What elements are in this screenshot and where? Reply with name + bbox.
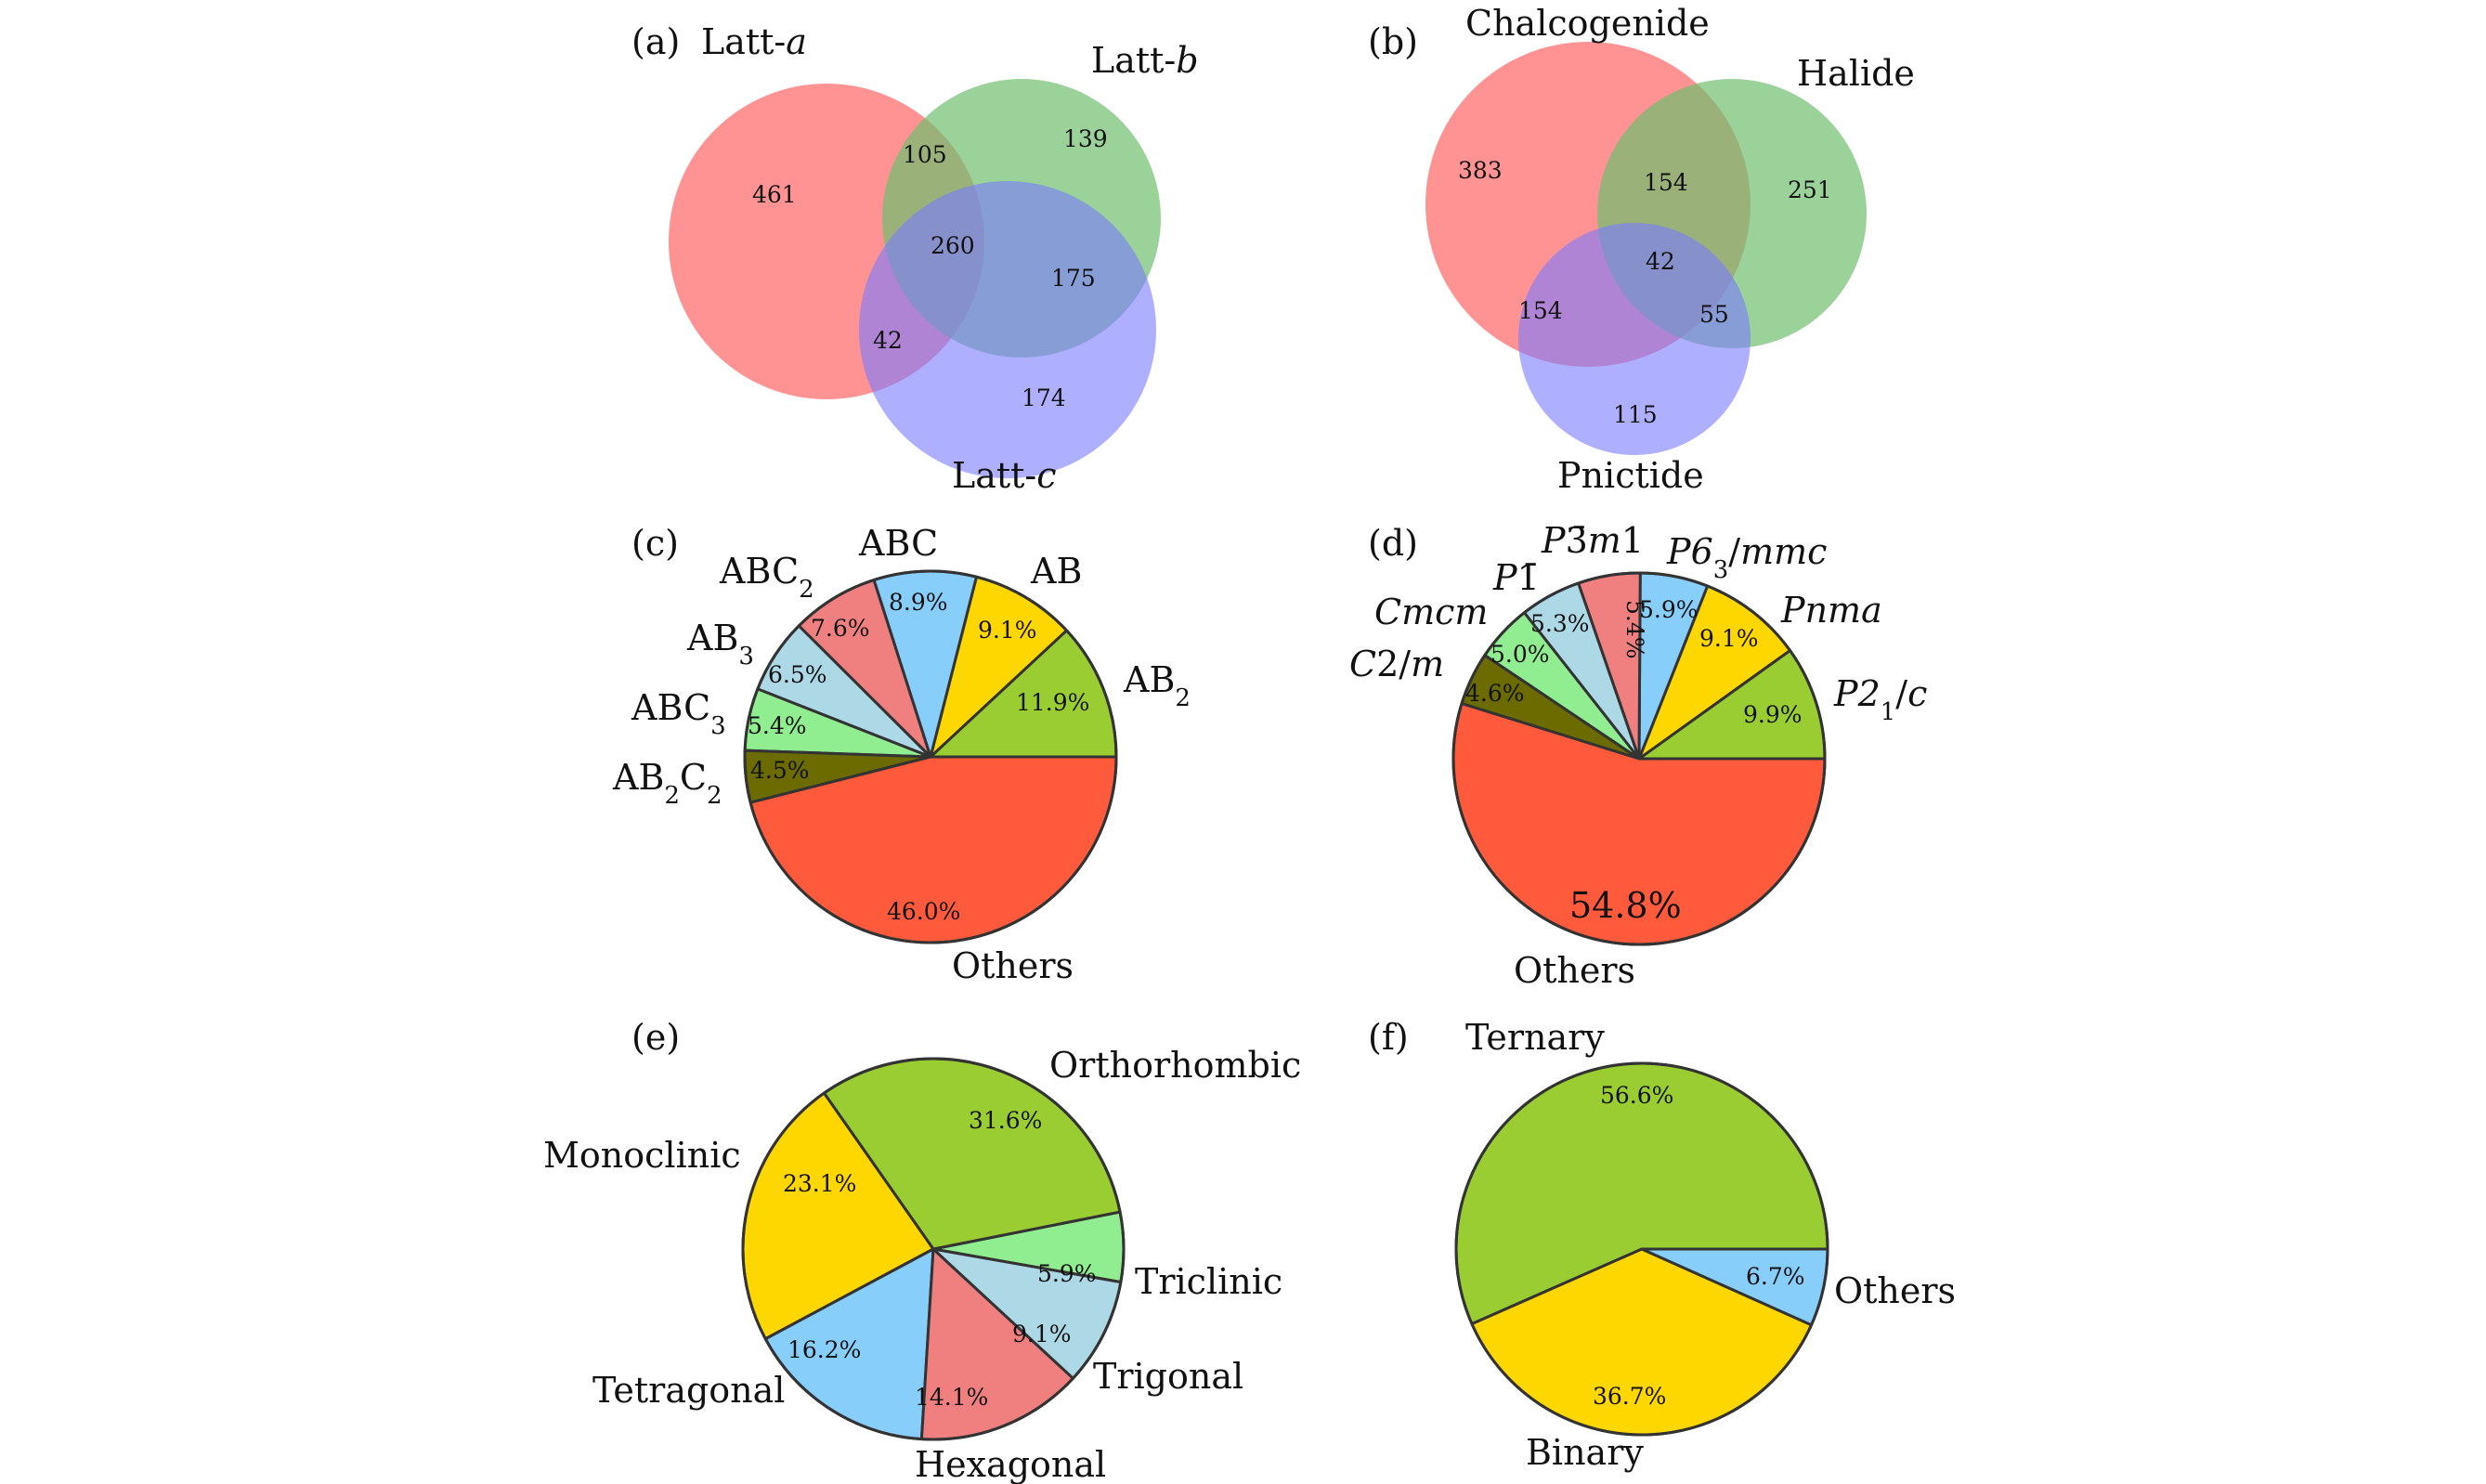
pie-c-label-ab: AB <box>1030 551 1082 592</box>
pie-f-slices <box>1454 1061 1829 1437</box>
venn-b: (b) Chalcogenide Halide Pnictide 383 154… <box>1368 3 1915 496</box>
pie-d-label-others: Others <box>1514 950 1635 991</box>
venn-a: (a) Latt-a Latt-b Latt-c 461 105 139 260… <box>631 21 1199 496</box>
venn-a-region-a-only: 461 <box>752 181 797 208</box>
venn-a-region-ab: 105 <box>903 141 947 168</box>
venn-a-region-b-only: 139 <box>1063 125 1108 152</box>
pie-c-pct-abc: 8.9% <box>889 589 948 616</box>
pie-e-label-monoclinic: Monoclinic <box>543 1135 741 1176</box>
venn-b-region-b-only: 251 <box>1788 176 1832 203</box>
pie-f-pct-others: 6.7% <box>1746 1263 1805 1290</box>
pie-c-label-ab2: AB2 <box>1123 659 1191 712</box>
pie-d-pct-others: 54.8% <box>1569 885 1682 926</box>
pie-c-pct-abc3: 5.4% <box>748 712 807 739</box>
pie-e-pct-tetragonal: 16.2% <box>787 1336 861 1363</box>
pie-d-label-p63mmc: P63/mmc <box>1666 531 1827 584</box>
pie-f-label-ternary: Ternary <box>1465 1017 1605 1058</box>
pie-c-label-ab3: AB3 <box>686 618 754 670</box>
panel-label-a: (a) <box>631 21 680 62</box>
panel-label-f: (f) <box>1368 1017 1409 1058</box>
pie-d-label-p-1: P1̄ <box>1492 557 1540 598</box>
panel-label-d: (d) <box>1368 523 1418 564</box>
pie-c-pct-ab2c2: 4.5% <box>750 757 810 784</box>
venn-a-set-label-c: Latt-c <box>952 455 1057 496</box>
venn-a-region-ac: 42 <box>873 327 903 354</box>
venn-b-set-label-halide: Halide <box>1797 53 1915 94</box>
pie-d-pct-p-1: 5.3% <box>1530 610 1590 637</box>
panel-label-e: (e) <box>631 1017 680 1058</box>
pie-c-label-others: Others <box>952 945 1074 986</box>
pie-e-label-hexagonal: Hexagonal <box>915 1444 1106 1484</box>
pie-d-label-pnma: Pnma <box>1780 590 1882 631</box>
pie-c-label-abc2: ABC2 <box>719 551 814 604</box>
venn-b-region-bc: 55 <box>1699 301 1729 328</box>
pie-d-label-p21c: P21/c <box>1833 673 1927 726</box>
pie-e-outline <box>741 1057 1126 1441</box>
venn-a-circle-latt-c <box>859 181 1156 478</box>
pie-f-outline <box>1454 1061 1829 1437</box>
pie-c-outline <box>743 569 1118 944</box>
pie-d-pct-pnma: 9.1% <box>1699 625 1759 652</box>
venn-b-region-ac: 154 <box>1518 297 1563 324</box>
pie-f-pct-binary: 36.7% <box>1593 1383 1666 1410</box>
pie-e: (e) Orthorhombic Monoclinic Triclinic Tr… <box>543 1017 1301 1484</box>
pie-d-pct-cmcm: 5.0% <box>1490 641 1550 668</box>
pie-c-label-abc: ABC <box>858 523 938 564</box>
pie-f-label-binary: Binary <box>1526 1432 1644 1473</box>
pie-f-label-others: Others <box>1834 1270 1956 1311</box>
pie-d-pct-p63mmc: 5.9% <box>1639 596 1699 623</box>
pie-e-label-trigonal: Trigonal <box>1093 1356 1243 1397</box>
pie-d-label-p-3m1: P3̄m1 <box>1541 520 1644 561</box>
pie-e-label-triclinic: Triclinic <box>1135 1261 1282 1302</box>
venn-a-set-label-a: Latt-a <box>701 21 807 62</box>
pie-e-label-tetragonal: Tetragonal <box>592 1370 785 1411</box>
pie-d-label-c2m: C2/m <box>1349 644 1444 684</box>
pie-d-pct-p21c: 9.9% <box>1743 701 1803 728</box>
pie-e-pct-orthorhombic: 31.6% <box>969 1107 1042 1134</box>
pie-c: (c) AB2 AB ABC ABC2 AB3 ABC3 AB2C2 Other… <box>612 523 1191 986</box>
venn-b-region-ab: 154 <box>1644 169 1688 196</box>
pie-f: (f) Ternary Others Binary 56.6% 6.7% 36.… <box>1368 1017 1956 1473</box>
pie-c-pct-ab2: 11.9% <box>1016 689 1089 716</box>
pie-e-pct-monoclinic: 23.1% <box>783 1170 856 1197</box>
pie-e-pct-hexagonal: 14.1% <box>915 1384 988 1411</box>
pie-d: (d) P21/c Pnma P63/mmc P3̄m1 P1̄ Cmcm C2… <box>1349 520 1927 991</box>
panel-label-b: (b) <box>1368 21 1418 62</box>
venn-b-region-c-only: 115 <box>1613 401 1658 428</box>
venn-a-region-c-only: 174 <box>1022 384 1066 411</box>
pie-e-pct-trigonal: 9.1% <box>1012 1321 1072 1347</box>
pie-e-slices <box>741 1057 1126 1441</box>
pie-c-pct-others: 46.0% <box>887 898 960 925</box>
venn-b-circle-pnictide <box>1518 223 1751 455</box>
pie-c-label-ab2c2: AB2C2 <box>612 757 722 810</box>
venn-a-set-label-b: Latt-b <box>1091 40 1199 81</box>
venn-b-region-abc: 42 <box>1646 248 1675 275</box>
pie-d-outline <box>1451 571 1827 946</box>
venn-b-set-label-chalcogenide: Chalcogenide <box>1465 3 1710 44</box>
panel-label-c: (c) <box>631 523 679 564</box>
pie-c-label-abc3: ABC3 <box>631 687 726 740</box>
venn-a-region-bc: 175 <box>1051 265 1096 292</box>
pie-c-pct-ab: 9.1% <box>978 617 1037 644</box>
pie-e-label-orthorhombic: Orthorhombic <box>1049 1045 1301 1086</box>
venn-b-region-a-only: 383 <box>1458 157 1503 184</box>
pie-c-pct-abc2: 7.6% <box>811 615 870 642</box>
pie-f-pct-ternary: 56.6% <box>1600 1082 1673 1109</box>
pie-d-slices <box>1451 571 1827 946</box>
venn-a-region-abc: 260 <box>931 232 975 259</box>
pie-d-pct-c2m: 4.6% <box>1465 680 1525 707</box>
venn-b-set-label-pnictide: Pnictide <box>1557 455 1704 496</box>
pie-c-pct-ab3: 6.5% <box>768 661 827 688</box>
pie-e-pct-triclinic: 5.9% <box>1037 1260 1097 1287</box>
pie-d-label-cmcm: Cmcm <box>1374 592 1488 632</box>
pie-d-pct-p-3m1: 5.4% <box>1621 600 1648 659</box>
